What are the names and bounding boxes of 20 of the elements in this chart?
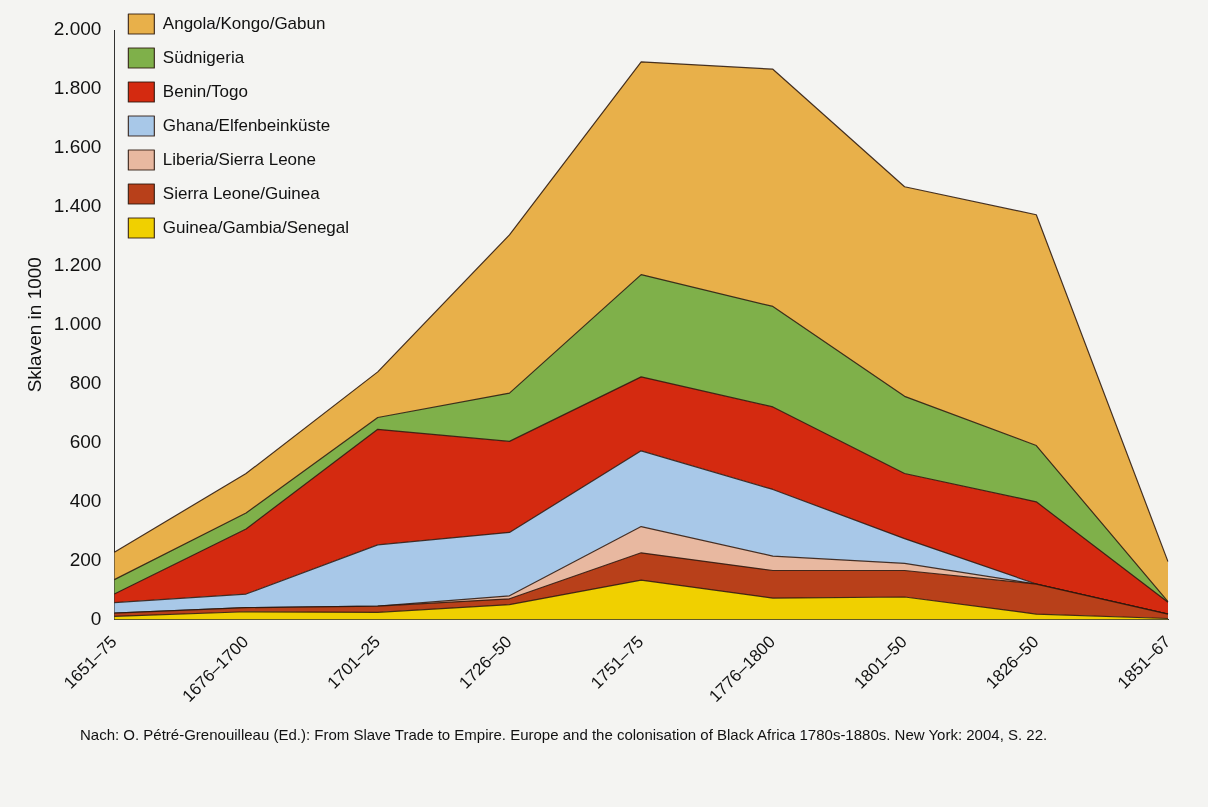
legend-label: Angola/Kongo/Gabun: [162, 13, 326, 33]
y-tick-label: 0: [90, 607, 102, 629]
legend-label: Südnigeria: [162, 47, 245, 67]
legend-label: Guinea/Gambia/Senegal: [162, 217, 350, 237]
legend-label: Ghana/Elfenbeinküste: [162, 115, 331, 135]
legend-label: Sierra Leone/Guinea: [162, 183, 321, 203]
text: Nach: O. Pétré-Grenouilleau (Ed.): From Slave Trade to Empire. Europe and the colonisation of Black Africa 1780s-1880s. New York: 2004, S. 22.: [80, 725, 1049, 745]
y-tick-label: 600: [69, 430, 102, 452]
y-tick-label: 1.600: [53, 136, 102, 158]
y-tick-label: 400: [69, 489, 102, 511]
y-tick-label: 1.400: [53, 195, 102, 217]
legend-label: Benin/Togo: [162, 81, 248, 101]
y-axis-title: Sklaven in 1000: [23, 257, 45, 393]
y-tick-label: 800: [69, 371, 102, 393]
y-tick-label: 1.200: [53, 254, 102, 275]
y-tick-label: 1.800: [53, 77, 102, 99]
y-tick-label: 200: [69, 548, 102, 570]
y-tick-label: 2.000: [53, 18, 102, 40]
legend-label: Liberia/Sierra Leone: [162, 149, 316, 169]
y-tick-label: 1.000: [53, 312, 102, 334]
